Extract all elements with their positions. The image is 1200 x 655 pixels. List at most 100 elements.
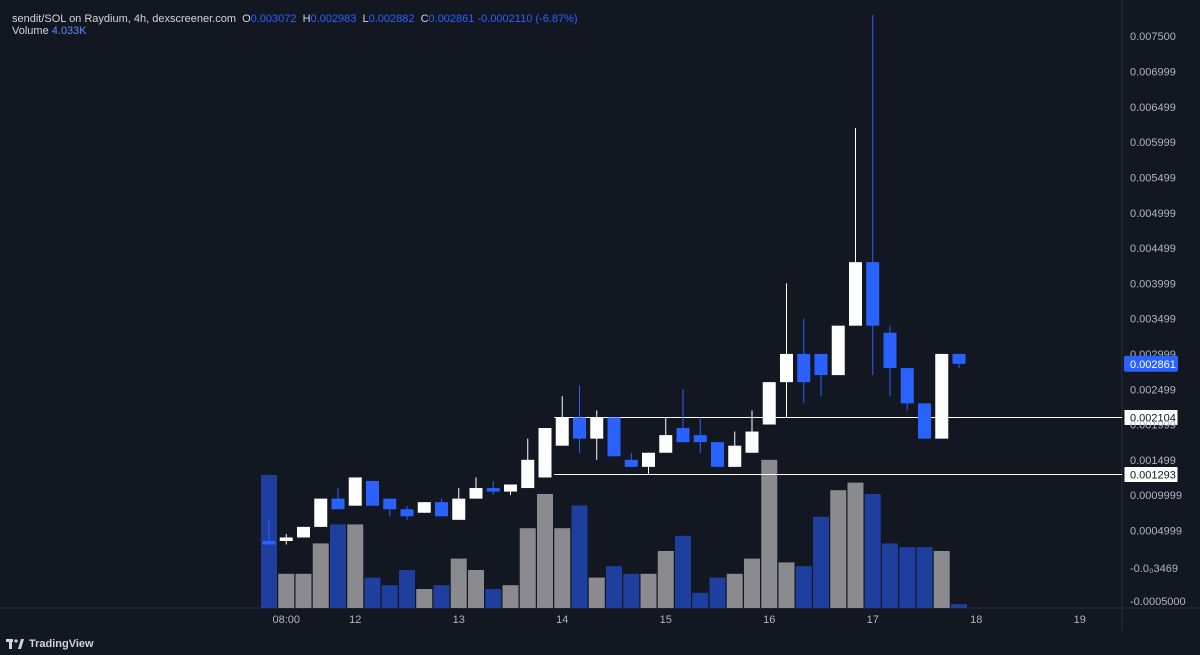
price-tick-label: -0.0₀3469 xyxy=(1130,563,1178,575)
time-tick-label: 12 xyxy=(349,614,361,626)
candle-body xyxy=(952,353,966,364)
change-value: -0.0002110 (-6.87%) xyxy=(477,13,578,25)
candle-body xyxy=(486,488,500,492)
volume-bar xyxy=(813,516,829,608)
time-axis: 08:00 12 13 14 15 16 17 18 19 xyxy=(272,614,1085,626)
volume-bar xyxy=(916,547,933,608)
price-tick-label: 0.003499 xyxy=(1130,314,1176,326)
price-tick-label: 0.005499 xyxy=(1130,172,1176,184)
candle-body xyxy=(607,417,621,457)
line-price-label-box xyxy=(1123,409,1179,426)
candle-body xyxy=(262,540,276,545)
volume-bar xyxy=(899,547,916,608)
candle-body xyxy=(383,498,397,510)
horizontal-lines: 0.002104 0.001293 xyxy=(554,409,1179,483)
volume-bar xyxy=(795,566,812,608)
tradingview-logo-icon xyxy=(6,639,24,649)
close-value: 0.002861 xyxy=(428,13,475,25)
price-tick-label: 0.002499 xyxy=(1130,384,1176,396)
time-tick-label: 17 xyxy=(867,614,879,626)
price-tick-label: 0.003999 xyxy=(1130,278,1176,290)
time-tick-label: 16 xyxy=(763,614,775,626)
price-tick-label: 0.004999 xyxy=(1130,208,1176,220)
volume-bar xyxy=(744,558,760,608)
volume-bar xyxy=(588,577,605,608)
candle-body xyxy=(314,498,328,527)
candle-body xyxy=(659,435,673,453)
volume-bar xyxy=(433,585,450,608)
candle-body xyxy=(452,498,466,520)
candle-body xyxy=(400,509,414,517)
price-tick-label: 0.0004999 xyxy=(1130,525,1182,537)
candle-body xyxy=(555,417,569,446)
volume-bar xyxy=(709,577,726,608)
low-value: 0.002882 xyxy=(368,13,415,25)
price-tick-label: 0.007500 xyxy=(1130,31,1176,43)
volume-bar xyxy=(450,558,467,608)
volume-bar xyxy=(692,592,709,608)
last-price-label: 0.002861 xyxy=(1130,359,1176,371)
tradingview-label: TradingView xyxy=(29,638,94,650)
volume-key: Volume xyxy=(12,25,49,37)
grid-layer xyxy=(0,0,1200,630)
candle-body xyxy=(590,417,604,439)
price-axis: 0.007500 0.006999 0.006499 0.005999 0.005499… xyxy=(1124,31,1186,608)
chart-header-ohlc: sendit/SOL on Raydium, 4h, dexscreener.c… xyxy=(12,13,578,25)
open-value: 0.003072 xyxy=(250,13,297,25)
volume-bar xyxy=(295,573,312,608)
volume-bar xyxy=(933,551,950,608)
candle-body xyxy=(297,526,310,538)
volume-bar xyxy=(554,528,571,608)
tradingview-brand[interactable]: TradingView xyxy=(6,638,94,650)
high-value: 0.002983 xyxy=(310,13,357,25)
candle-body xyxy=(935,353,949,439)
volume-bar xyxy=(416,589,433,608)
candle-body xyxy=(797,353,811,383)
candle-body xyxy=(693,435,707,443)
volume-bar xyxy=(623,573,640,608)
time-tick-label: 15 xyxy=(660,614,672,626)
candle-body xyxy=(469,488,483,499)
candle-body xyxy=(642,452,655,467)
time-tick-label: 13 xyxy=(453,614,465,626)
candle-body xyxy=(866,262,880,326)
volume-bar xyxy=(882,543,898,608)
volume-bar xyxy=(364,577,381,608)
time-tick-label: 08:00 xyxy=(272,614,300,626)
close-key: C xyxy=(420,13,429,25)
time-tick-label: 18 xyxy=(970,614,982,626)
volume-bar xyxy=(468,570,484,608)
volume-bar xyxy=(571,505,588,608)
volume-bar xyxy=(502,585,519,608)
high-key: H xyxy=(302,13,311,25)
price-tick-label: 0.006999 xyxy=(1130,67,1176,79)
candle-body xyxy=(366,480,379,506)
candle-body xyxy=(762,382,776,425)
volume-bar xyxy=(537,494,553,608)
candle-body xyxy=(435,502,448,517)
candle-body xyxy=(417,502,431,513)
volume-bar xyxy=(761,459,778,608)
candle-body xyxy=(814,353,828,376)
candle-body xyxy=(521,459,535,489)
candle-body xyxy=(900,368,914,404)
time-tick-label: 14 xyxy=(556,614,568,626)
candle-body xyxy=(780,353,793,383)
volume-bar xyxy=(640,573,657,608)
price-tick-label: 0.0009999 xyxy=(1130,490,1182,502)
candle-body xyxy=(331,498,345,510)
volume-bar xyxy=(951,604,967,608)
price-tick-label: 0.004499 xyxy=(1130,243,1176,255)
candle-body xyxy=(538,428,552,478)
volume-bar xyxy=(278,573,295,608)
candle-body xyxy=(624,459,638,467)
volume-bar xyxy=(347,524,364,608)
price-tick-label: 0.001999 xyxy=(1130,420,1176,432)
candle-body xyxy=(676,428,690,443)
candle-body xyxy=(504,484,517,492)
time-tick-label: 19 xyxy=(1074,614,1086,626)
volume-bar xyxy=(606,566,622,608)
candle-body xyxy=(711,442,724,467)
volume-bar xyxy=(847,482,864,608)
